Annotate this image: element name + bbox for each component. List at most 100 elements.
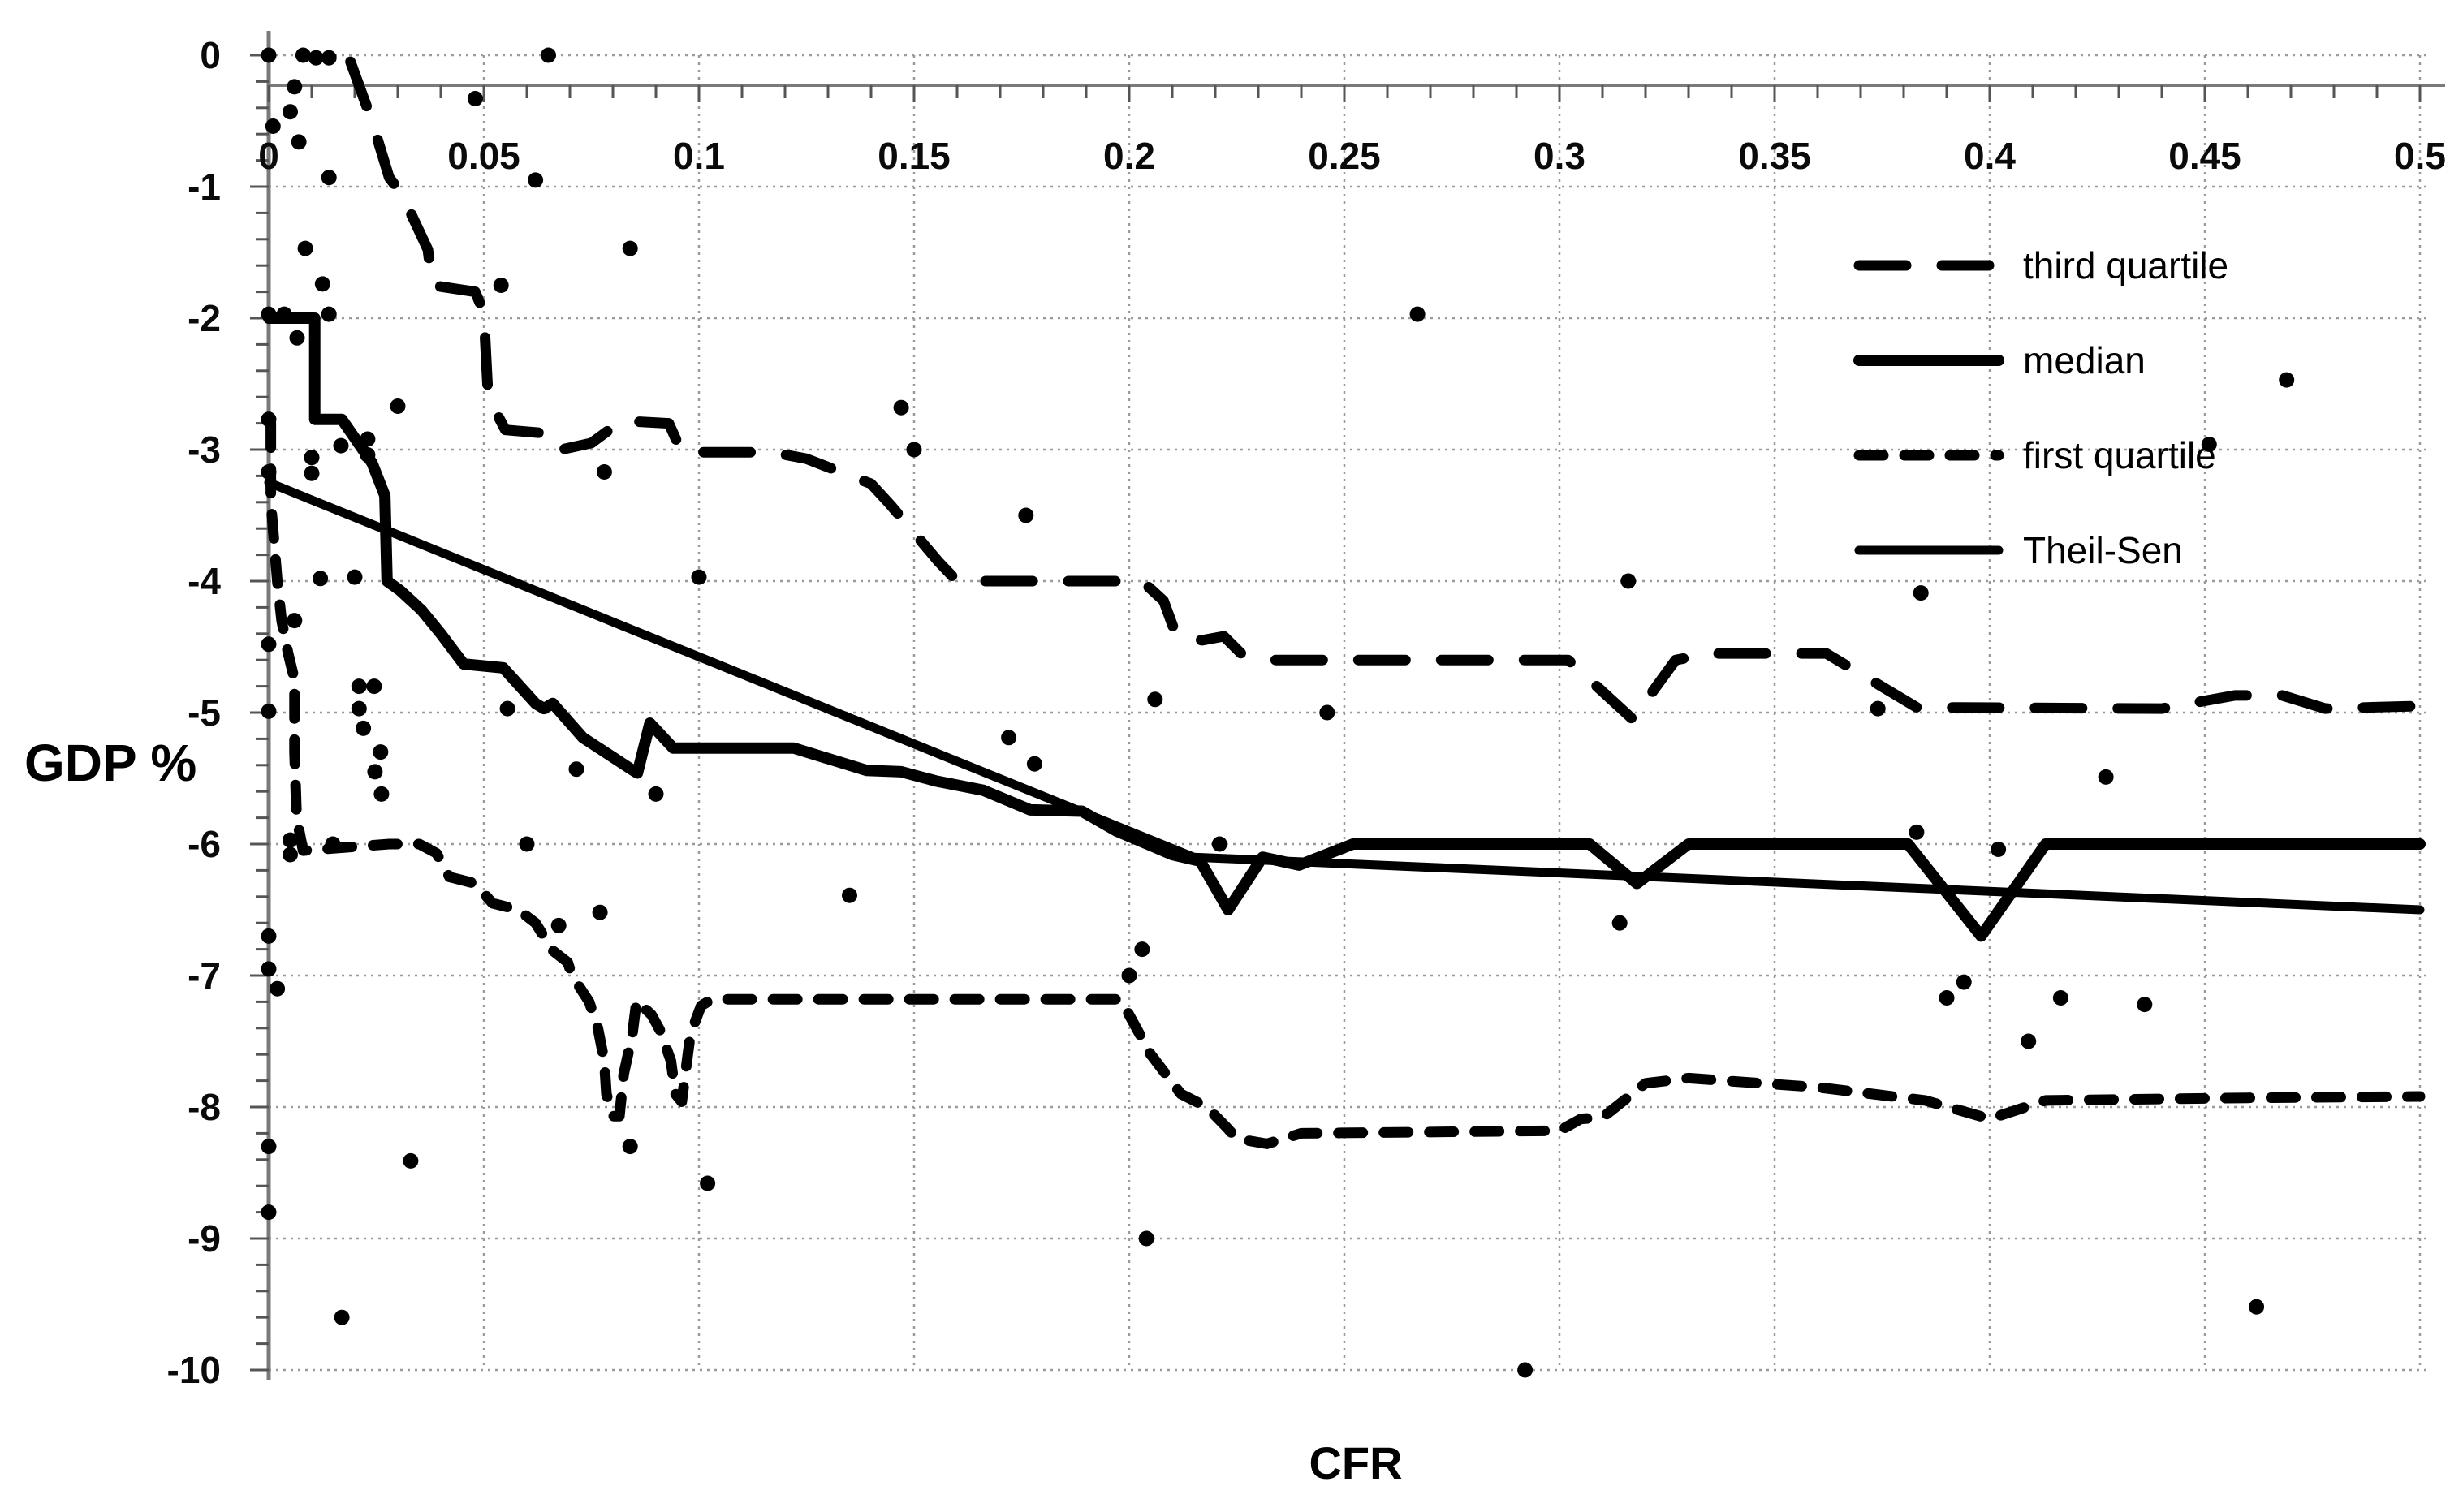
y-tick-label: -8 xyxy=(188,1086,221,1128)
scatter-point xyxy=(550,917,567,933)
scatter-point xyxy=(321,170,337,186)
scatter-point xyxy=(1319,704,1335,721)
scatter-point xyxy=(304,465,320,481)
series-median xyxy=(263,312,2426,942)
scatter-point xyxy=(261,306,277,322)
scatter-point xyxy=(367,764,383,780)
x-tick-label: 0.5 xyxy=(2394,135,2446,177)
scatter-point xyxy=(347,569,363,585)
scatter-point xyxy=(314,276,330,292)
scatter-point xyxy=(356,720,372,736)
legend: third quartile median first quartile Theil-… xyxy=(1853,244,2228,571)
scatter-point xyxy=(261,1204,277,1221)
scatter-point xyxy=(691,569,707,585)
scatter-point xyxy=(493,278,509,293)
scatter-point xyxy=(265,118,281,134)
legend-label-theil_sen: Theil-Sen xyxy=(2023,529,2183,571)
x-tick-label: 0.3 xyxy=(1533,135,1585,177)
scatter-point xyxy=(2098,769,2114,785)
scatter-point xyxy=(351,700,367,717)
scatter-point xyxy=(541,47,556,63)
scatter-point xyxy=(1939,990,1955,1006)
y-tick-label: -6 xyxy=(188,823,221,865)
x-tick-label: 0.45 xyxy=(2168,135,2241,177)
scatter-point xyxy=(519,836,535,852)
scatter-point xyxy=(366,678,382,695)
y-tick-label: -9 xyxy=(188,1217,221,1260)
tick-labels: 0 0.05 0.1 0.15 0.2 0.25 0.3 0.35 0.4 0.45 0.5 0 -1 -… xyxy=(167,34,2446,1391)
legend-label-third_quartile: third quartile xyxy=(2023,244,2228,286)
scatter-points xyxy=(261,47,2295,1378)
scatter-point xyxy=(291,134,307,150)
y-tick-label: -7 xyxy=(188,954,221,997)
scatter-point xyxy=(1913,585,1929,601)
scatter-point xyxy=(1134,941,1150,958)
scatter-point xyxy=(906,442,922,458)
y-tick-label: -1 xyxy=(188,166,221,208)
scatter-point xyxy=(1909,824,1925,840)
scatter-point xyxy=(1138,1230,1154,1247)
scatter-point xyxy=(390,398,406,414)
scatter-point xyxy=(360,431,376,447)
scatter-point xyxy=(893,399,909,416)
scatter-point xyxy=(261,636,277,653)
y-tick-label: 0 xyxy=(200,34,221,76)
scatter-point xyxy=(648,786,664,802)
scatter-point xyxy=(622,1139,638,1155)
scatter-point xyxy=(289,330,305,346)
scatter-point xyxy=(2137,997,2153,1013)
scatter-point xyxy=(1611,915,1628,931)
scatter-point xyxy=(261,928,277,944)
scatter-point xyxy=(2052,990,2068,1006)
scatter-point xyxy=(261,703,277,719)
x-axis-title: CFR xyxy=(1309,1437,1402,1488)
scatter-point xyxy=(592,904,608,920)
scatter-point xyxy=(568,761,584,778)
y-tick-label: -5 xyxy=(188,691,221,734)
scatter-point xyxy=(325,836,341,852)
scatter-point xyxy=(261,411,277,428)
scatter-point xyxy=(1870,700,1886,717)
scatter-point xyxy=(2201,437,2217,452)
y-tick-label: -4 xyxy=(188,560,221,602)
scatter-point xyxy=(261,1139,277,1155)
scatter-point xyxy=(499,700,515,717)
y-axis-title: GDP % xyxy=(24,734,196,792)
scatter-point xyxy=(467,91,483,106)
scatter-point xyxy=(373,786,390,802)
x-tick-label: 0.35 xyxy=(1738,135,1811,177)
scatter-point xyxy=(1121,967,1137,984)
scatter-point xyxy=(528,172,544,188)
scatter-point xyxy=(283,846,298,863)
scatter-point xyxy=(1026,756,1042,772)
series-third_quartile xyxy=(345,56,2426,725)
scatter-point xyxy=(287,613,303,629)
scatter-point xyxy=(295,47,311,63)
x-tick-label: 0.15 xyxy=(878,135,951,177)
y-tick-label: -3 xyxy=(188,429,221,471)
scatter-point xyxy=(261,464,277,480)
scatter-point xyxy=(2249,1299,2265,1315)
y-tick-label: -2 xyxy=(188,297,221,339)
scatter-point xyxy=(373,744,389,760)
scatter-point xyxy=(1991,842,2007,857)
scatter-point xyxy=(360,447,376,463)
scatter-point xyxy=(1620,573,1637,589)
scatter-point xyxy=(1517,1362,1533,1378)
x-tick-label: 0.1 xyxy=(673,135,725,177)
scatter-point xyxy=(283,104,298,120)
scatter-point xyxy=(842,887,857,903)
scatter-point xyxy=(1001,730,1017,746)
scatter-point xyxy=(2279,372,2295,388)
scatter-point xyxy=(261,47,277,63)
scatter-point xyxy=(276,306,292,322)
legend-label-first_quartile: first quartile xyxy=(2023,434,2216,476)
scatter-point xyxy=(308,50,324,66)
scatter-point xyxy=(1211,836,1227,852)
scatter-point xyxy=(700,1175,716,1191)
scatter-point xyxy=(321,306,337,322)
scatter-point xyxy=(297,240,313,256)
scatter-point xyxy=(270,980,286,997)
x-tick-label: 0.05 xyxy=(447,135,520,177)
scatter-point xyxy=(1147,691,1163,708)
